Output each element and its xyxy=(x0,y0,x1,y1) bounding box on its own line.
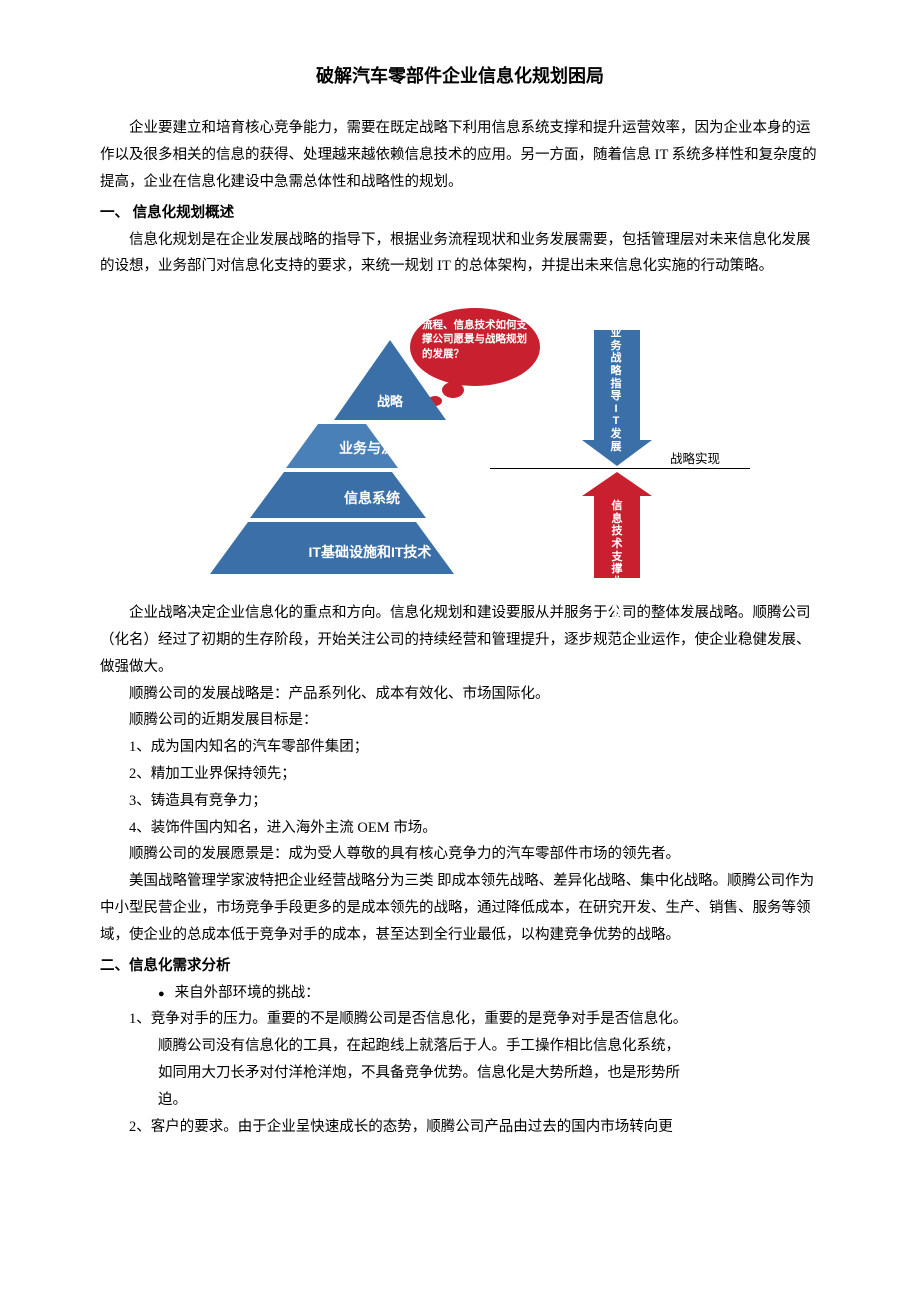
pyramid-layer-1-label: 战略 xyxy=(334,390,446,414)
goal-2: 2、精加工业界保持领先； xyxy=(100,761,820,788)
pyramid-layer-2: 业务与流程 xyxy=(286,424,398,468)
pyramid-layer-3-label: 信息系统 xyxy=(250,486,494,512)
p5: 顺腾公司的发展愿景是：成为受人尊敬的具有核心竞争力的汽车零部件市场的领先者。 xyxy=(100,841,820,868)
bullet-icon xyxy=(158,985,175,1001)
arrow-up-head xyxy=(582,472,652,496)
section-1-p1: 信息化规划是在企业发展战略的指导下，根据业务流程现状和业务发展需要，包括管理层对… xyxy=(100,227,820,281)
p6: 美国战略管理学家波特把企业经营战略分为三类 即成本领先战略、差异化战略、集中化战… xyxy=(100,868,820,948)
page-title: 破解汽车零部件企业信息化规划困局 xyxy=(100,60,820,93)
ext-1-cont-0: 顺腾公司没有信息化的工具，在起跑线上就落后于人。手工操作相比信息化系统， xyxy=(100,1033,820,1060)
bullet-external-text: 来自外部环境的挑战： xyxy=(175,985,320,1001)
pyramid-layer-3: 信息系统 xyxy=(250,472,426,518)
bullet-external: 来自外部环境的挑战： xyxy=(100,980,820,1007)
ext-2-lead: 2、客户的要求。由于企业呈快速成长的态势，顺腾公司产品由过去的国内市场转向更 xyxy=(100,1114,820,1141)
section-2-heading: 二、信息化需求分析 xyxy=(100,953,820,980)
pyramid-layer-2-label: 业务与流程 xyxy=(286,436,462,462)
ext-1-cont-1: 如同用大刀长矛对付洋枪洋炮，不具备竞争优势。信息化是大势所趋，也是形势所 xyxy=(100,1060,820,1087)
section-1-heading: 一、 信息化规划概述 xyxy=(100,200,820,227)
ext-1-cont-2: 迫。 xyxy=(100,1087,820,1114)
goal-3: 3、铸造具有竞争力； xyxy=(100,788,820,815)
hline-label: 战略实现 xyxy=(670,448,720,471)
strategy-pyramid-diagram: 流程、信息技术如何支撑公司愿景与战略规划的发展？ 战略 业务与流程 信息系统 I… xyxy=(190,290,750,590)
p3: 顺腾公司的发展战略是：产品系列化、成本有效化、市场国际化。 xyxy=(100,681,820,708)
pyramid-layer-1: 战略 xyxy=(334,340,446,420)
arrow-down-label: 业务战略指导IT发展 xyxy=(594,340,640,440)
ext-1-lead: 1、竞争对手的压力。重要的不是顺腾公司是否信息化，重要的是竞争对手是否信息化。 xyxy=(100,1006,820,1033)
goal-1: 1、成为国内知名的汽车零部件集团； xyxy=(100,734,820,761)
p4: 顺腾公司的近期发展目标是： xyxy=(100,707,820,734)
goal-4: 4、装饰件国内知名，进入海外主流 OEM 市场。 xyxy=(100,815,820,842)
arrow-up-label: 信息技术支撑业务战略 xyxy=(594,500,640,626)
p2: 企业战略决定企业信息化的重点和方向。信息化规划和建设要服从并服务于公司的整体发展… xyxy=(100,600,820,680)
pyramid-layer-4: IT基础设施和IT技术 xyxy=(210,522,454,574)
pyramid-layer-4-label: IT基础设施和IT技术 xyxy=(210,540,530,566)
intro-paragraph: 企业要建立和培育核心竞争能力，需要在既定战略下利用信息系统支撑和提升运营效率，因… xyxy=(100,115,820,195)
